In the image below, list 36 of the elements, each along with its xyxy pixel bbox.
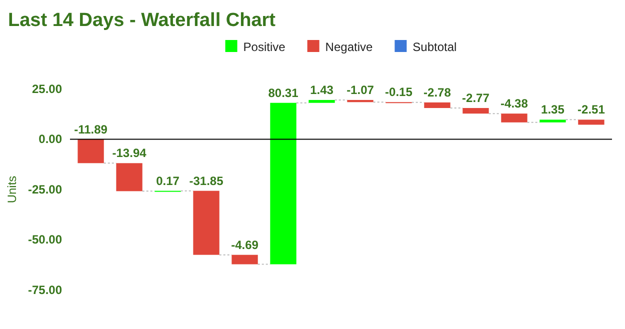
y-tick-label: -25.00 (28, 182, 62, 196)
y-tick-label: -50.00 (28, 232, 62, 247)
y-tick-label: 0.00 (38, 132, 62, 146)
bar (578, 120, 604, 125)
data-label: -2.77 (462, 91, 490, 106)
bar (308, 100, 335, 103)
bar (193, 190, 220, 255)
legend-label: Subtotal (412, 40, 457, 54)
data-label: -1.07 (346, 82, 374, 97)
bar (116, 163, 142, 192)
data-label: 1.43 (310, 82, 334, 97)
bar (270, 102, 296, 264)
data-label: -4.69 (231, 238, 259, 252)
data-label: -0.15 (385, 85, 413, 100)
bar (540, 120, 566, 122)
data-label: 80.31 (268, 86, 299, 100)
chart-title: Last 14 Days - Waterfall Chart (8, 10, 276, 31)
y-tick-label: -75.00 (28, 282, 62, 297)
bar (78, 139, 104, 164)
bar (501, 114, 528, 122)
data-label: 1.35 (541, 102, 565, 117)
data-label: -11.89 (74, 122, 108, 136)
data-label: -2.78 (424, 85, 452, 100)
data-label: -4.38 (500, 96, 528, 111)
bar (347, 100, 374, 102)
data-label: 0.17 (156, 174, 180, 188)
y-axis-title: Units (5, 176, 19, 204)
bar (232, 254, 258, 264)
data-label: -2.51 (578, 102, 606, 117)
bar (462, 108, 489, 114)
data-label: -31.85 (189, 174, 224, 188)
legend-label: Negative (325, 40, 373, 54)
data-label: -13.94 (112, 146, 147, 160)
bar (424, 102, 450, 108)
legend-label: Positive (243, 40, 286, 54)
y-tick-label: 25.00 (32, 82, 62, 96)
